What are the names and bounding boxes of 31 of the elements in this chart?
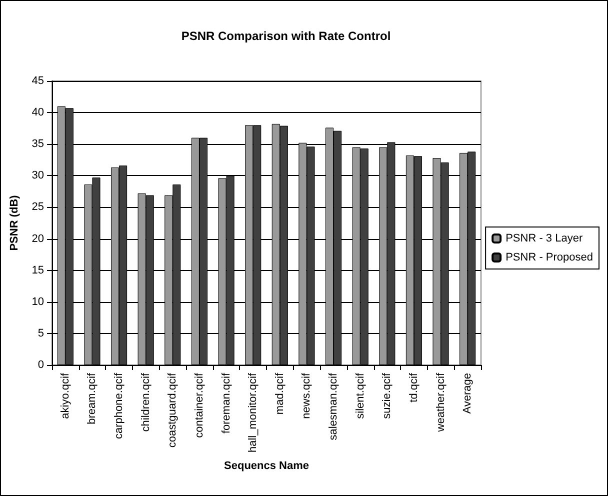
x-tick-label: news.qcif (300, 372, 313, 419)
y-tick-label: 10 (32, 296, 44, 308)
y-tick-label: 20 (32, 232, 44, 245)
x-tick-label: silent.qcif (354, 372, 366, 419)
y-tick-label: 45 (32, 75, 44, 87)
x-tick-label: foreman.qcif (220, 372, 232, 434)
y-tick-label: 5 (38, 327, 44, 340)
x-tick-label: Average (462, 373, 474, 414)
y-tick-label: 0 (38, 359, 44, 371)
x-tick-label: td.qcif (408, 372, 420, 402)
x-tick-label: container.qcif (193, 372, 206, 438)
y-tick-label: 15 (32, 264, 44, 276)
y-tick-label: 30 (32, 170, 44, 182)
legend-label: PSNR - 3 Layer (506, 232, 583, 244)
y-tick-label: 25 (32, 201, 44, 214)
y-tick-label: 40 (32, 106, 44, 119)
x-tick-label: carphone.qcif (113, 372, 126, 440)
chart-title: PSNR Comparison with Rate Control (181, 29, 391, 43)
y-axis-title: PSNR (dB) (8, 194, 20, 251)
x-tick-label: salesman.qcif (328, 372, 340, 440)
legend-label: PSNR - Proposed (506, 252, 594, 264)
x-tick-label: coastguard.qcif (166, 372, 179, 448)
x-tick-label: children.qcif (140, 372, 152, 432)
x-tick-label: mad.qcif (274, 372, 286, 415)
y-tick-label: 35 (32, 138, 44, 150)
x-axis-title: Sequencs Name (224, 460, 309, 472)
x-tick-label: bream.qcif (86, 372, 98, 424)
x-tick-label: suzie.qcif (381, 372, 394, 419)
x-tick-label: hall_monitor.qcif (247, 372, 260, 452)
x-tick-label: akiyo.qcif (59, 372, 72, 419)
x-tick-label: weather.qcif (434, 372, 447, 433)
